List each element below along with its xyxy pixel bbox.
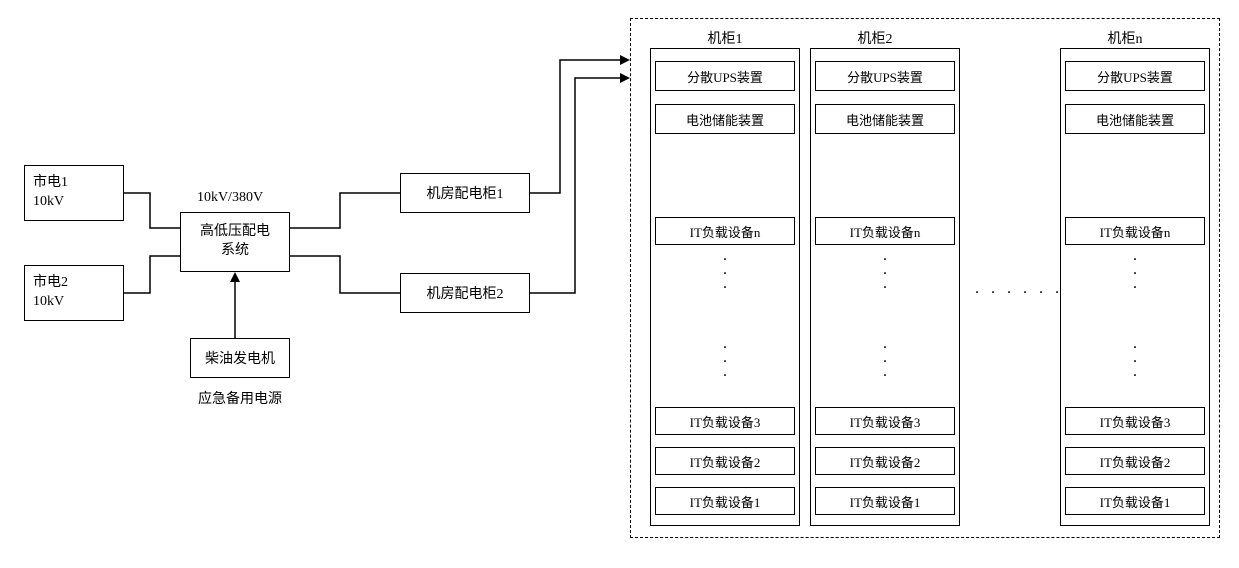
mains-1-voltage: 10kV: [33, 193, 68, 212]
panel-2-label: 机房配电柜2: [427, 283, 504, 303]
panel-1-box: 机房配电柜1: [400, 173, 530, 213]
cabinet-1-dots-2: ...: [651, 337, 799, 379]
cabinet-2-ups: 分散UPS装置: [815, 61, 955, 91]
panel-1-label: 机房配电柜1: [427, 183, 504, 203]
cabinet-n-load-3: IT负载设备3: [1065, 407, 1205, 435]
cabinet-n-load-n: IT负载设备n: [1065, 217, 1205, 245]
cabinet-2-dots-2: ...: [811, 337, 959, 379]
cabinet-1-battery: 电池储能装置: [655, 104, 795, 134]
cabinet-1-load-2: IT负载设备2: [655, 447, 795, 475]
mains-2-box: 市电2 10kV: [24, 265, 124, 321]
cabinet-n-title: 机柜n: [1065, 28, 1185, 48]
cabinet-n-dots-2: ...: [1061, 337, 1209, 379]
mains-2-label: 市电2: [33, 274, 68, 293]
cabinet-n-ups: 分散UPS装置: [1065, 61, 1205, 91]
cabinet-1-load-3: IT负载设备3: [655, 407, 795, 435]
cabinet-2-battery: 电池储能装置: [815, 104, 955, 134]
cabinet-2-load-2: IT负载设备2: [815, 447, 955, 475]
generator-label: 柴油发电机: [205, 348, 275, 368]
cabinet-ellipsis: . . . . . .: [975, 280, 1063, 298]
cabinet-n-battery: 电池储能装置: [1065, 104, 1205, 134]
cabinet-n-load-1: IT负载设备1: [1065, 487, 1205, 515]
generator-note: 应急备用电源: [190, 388, 290, 408]
cabinet-n-load-2: IT负载设备2: [1065, 447, 1205, 475]
cabinet-2-load-1: IT负载设备1: [815, 487, 955, 515]
mains-2-voltage: 10kV: [33, 293, 68, 312]
cabinet-1-title: 机柜1: [665, 28, 785, 48]
cabinet-n: 分散UPS装置 电池储能装置 IT负载设备n ... ... IT负载设备3 I…: [1060, 48, 1210, 526]
cabinet-1-load-1: IT负载设备1: [655, 487, 795, 515]
distribution-label: 高低压配电 系统: [200, 223, 270, 261]
cabinet-1-load-n: IT负载设备n: [655, 217, 795, 245]
panel-2-box: 机房配电柜2: [400, 273, 530, 313]
cabinet-2-load-3: IT负载设备3: [815, 407, 955, 435]
cabinet-1-dots-1: ...: [651, 249, 799, 291]
cabinet-2: 分散UPS装置 电池储能装置 IT负载设备n ... ... IT负载设备3 I…: [810, 48, 960, 526]
distribution-box: 高低压配电 系统: [180, 212, 290, 272]
cabinet-2-dots-1: ...: [811, 249, 959, 291]
mains-1-label: 市电1: [33, 174, 68, 193]
cabinet-1-ups: 分散UPS装置: [655, 61, 795, 91]
cabinet-n-dots-1: ...: [1061, 249, 1209, 291]
cabinet-2-load-n: IT负载设备n: [815, 217, 955, 245]
transformer-label: 10kV/380V: [180, 190, 280, 206]
generator-box: 柴油发电机: [190, 338, 290, 378]
cabinet-1: 分散UPS装置 电池储能装置 IT负载设备n ... ... IT负载设备3 I…: [650, 48, 800, 526]
mains-1-box: 市电1 10kV: [24, 165, 124, 221]
cabinet-2-title: 机柜2: [815, 28, 935, 48]
